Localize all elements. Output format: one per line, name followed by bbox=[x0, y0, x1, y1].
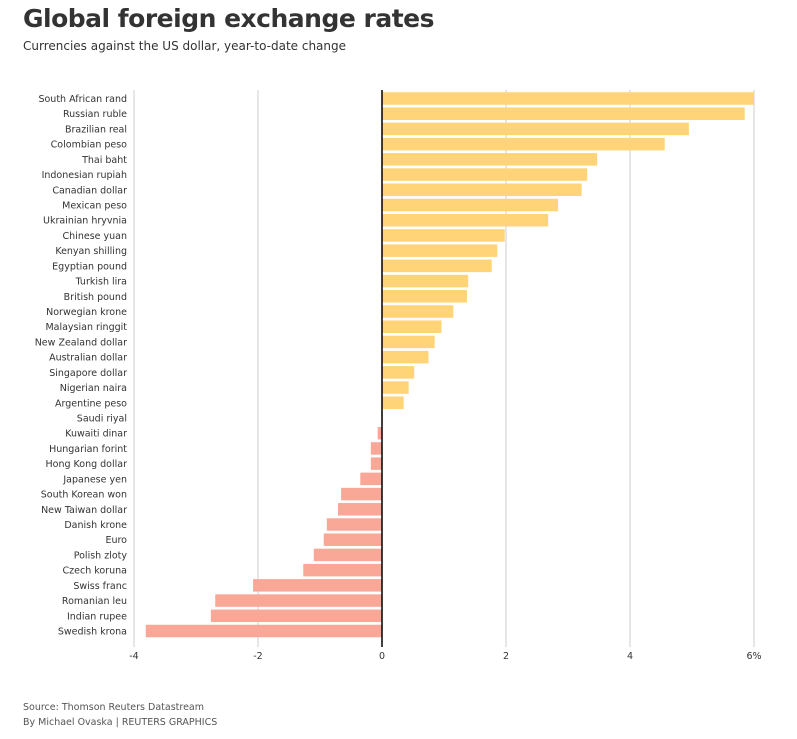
bar-argentine-peso bbox=[382, 396, 404, 410]
category-label: Swiss franc bbox=[73, 581, 127, 592]
category-label: South African rand bbox=[38, 94, 127, 105]
chart-subtitle: Currencies against the US dollar, year-t… bbox=[23, 39, 347, 53]
category-label: Kenyan shilling bbox=[55, 246, 127, 257]
category-label: New Taiwan dollar bbox=[41, 505, 127, 516]
bar-romanian-leu bbox=[215, 594, 382, 607]
bar-russian-ruble bbox=[382, 107, 745, 120]
bar-kenyan-shilling bbox=[382, 244, 498, 257]
category-label: Saudi riyal bbox=[77, 414, 127, 425]
bar-danish-krone bbox=[326, 518, 382, 531]
x-tick-label: 2 bbox=[503, 651, 509, 662]
category-label: Danish krone bbox=[64, 520, 127, 531]
bar-canadian-dollar bbox=[382, 183, 582, 197]
bar-british-pound bbox=[382, 290, 467, 303]
x-tick-label: -2 bbox=[253, 651, 262, 662]
bar-south-african-rand bbox=[382, 92, 754, 105]
bar-polish-zloty bbox=[313, 548, 382, 562]
bar-brazilian-real bbox=[382, 122, 689, 136]
x-tick-label: 6% bbox=[746, 651, 761, 662]
category-label: Swedish krona bbox=[58, 627, 127, 638]
bar-new-zealand-dollar bbox=[382, 335, 435, 349]
category-label: Hong Kong dollar bbox=[45, 459, 127, 470]
bar-euro bbox=[323, 533, 382, 546]
bar-turkish-lira bbox=[382, 274, 469, 288]
category-label: Turkish lira bbox=[75, 277, 127, 288]
category-label: Indian rupee bbox=[67, 611, 127, 622]
x-tick-label: -4 bbox=[129, 651, 138, 662]
bar-nigerian-naira bbox=[382, 381, 409, 394]
category-label: Norwegian krone bbox=[46, 307, 127, 318]
bar-mexican-peso bbox=[382, 198, 559, 212]
bar-hong-kong-dollar bbox=[370, 457, 382, 470]
x-axis-ticks: -4 -2 0 2 4 6% bbox=[129, 651, 761, 662]
category-label: Australian dollar bbox=[49, 353, 127, 364]
bar-indonesian-rupiah bbox=[382, 168, 588, 181]
category-label: Canadian dollar bbox=[52, 185, 127, 196]
category-label: Indonesian rupiah bbox=[42, 170, 127, 181]
bar-czech-koruna bbox=[303, 563, 382, 577]
category-label: Argentine peso bbox=[55, 398, 127, 409]
category-label: Czech koruna bbox=[63, 566, 127, 577]
category-label: Polish zloty bbox=[74, 550, 128, 561]
category-label: Romanian leu bbox=[62, 596, 127, 607]
bar-indian-rupee bbox=[210, 609, 382, 623]
category-label: Singapore dollar bbox=[49, 368, 127, 379]
category-label: New Zealand dollar bbox=[35, 337, 127, 348]
credit-note: By Michael Ovaska | REUTERS GRAPHICS bbox=[23, 717, 218, 728]
bar-kuwaiti-dinar bbox=[377, 426, 382, 440]
bar-norwegian-krone bbox=[382, 305, 454, 318]
x-tick-label: 0 bbox=[379, 651, 385, 662]
bar-swiss-franc bbox=[253, 579, 382, 592]
bar-thai-baht bbox=[382, 153, 598, 166]
bar-singapore-dollar bbox=[382, 366, 415, 379]
chart-title: Global foreign exchange rates bbox=[23, 4, 435, 33]
category-label: Chinese yuan bbox=[63, 231, 127, 242]
category-label: Nigerian naira bbox=[60, 383, 127, 394]
bar-australian-dollar bbox=[382, 350, 429, 364]
bar-south-korean-won bbox=[341, 487, 382, 501]
x-tick-label: 4 bbox=[627, 651, 633, 662]
category-label: Hungarian forint bbox=[49, 444, 127, 455]
bar-ukrainian-hryvnia bbox=[382, 213, 549, 227]
category-label: Russian ruble bbox=[63, 109, 127, 120]
category-label: Thai baht bbox=[81, 155, 127, 166]
bar-colombian-peso bbox=[382, 137, 665, 151]
bar-japanese-yen bbox=[360, 472, 382, 486]
category-label: Japanese yen bbox=[62, 474, 127, 485]
category-label: Mexican peso bbox=[62, 201, 127, 212]
category-label: Colombian peso bbox=[51, 140, 128, 151]
category-labels: South African rand Russian ruble Brazilian… bbox=[35, 94, 128, 638]
category-label: Kuwaiti dinar bbox=[65, 429, 127, 440]
bar-hungarian-forint bbox=[370, 442, 382, 455]
bars bbox=[145, 92, 754, 638]
bar-malaysian-ringgit bbox=[382, 320, 442, 333]
category-label: Brazilian real bbox=[65, 124, 127, 135]
bar-chinese-yuan bbox=[382, 229, 505, 242]
category-label: South Korean won bbox=[41, 490, 127, 501]
bar-egyptian-pound bbox=[382, 259, 492, 273]
source-note: Source: Thomson Reuters Datastream bbox=[23, 702, 205, 713]
category-label: Egyptian pound bbox=[52, 261, 127, 272]
category-label: Ukrainian hryvnia bbox=[43, 216, 127, 227]
category-label: Malaysian ringgit bbox=[45, 322, 127, 333]
category-label: British pound bbox=[64, 292, 127, 303]
bar-new-taiwan-dollar bbox=[337, 503, 382, 516]
gridlines bbox=[133, 90, 755, 647]
bar-swedish-krona bbox=[145, 624, 382, 638]
category-label: Euro bbox=[105, 535, 127, 546]
